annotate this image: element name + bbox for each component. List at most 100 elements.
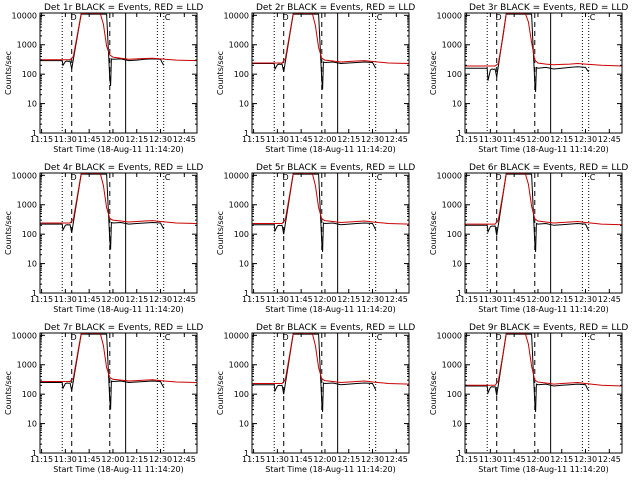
x-tick-label: 11:45 xyxy=(503,295,526,304)
panel-4: 11:15 11:30 11:45 12:00 12:15 12:30 12:45 1 10 10… xyxy=(4,163,203,314)
x-tick-label: 11:15 xyxy=(455,455,478,464)
x-tick-label: 11:45 xyxy=(78,455,101,464)
panel-2: 11:15 11:30 11:45 12:00 12:15 12:30 12:45 1 10 10… xyxy=(216,3,415,154)
x-tick-label: 12:15 xyxy=(550,455,573,464)
y-tick-label: 1000 xyxy=(442,361,462,370)
series-lld-line xyxy=(40,333,198,383)
series-lld-line xyxy=(252,333,410,385)
series-lld-line xyxy=(465,13,623,67)
x-tick-label: 11:30 xyxy=(479,295,502,304)
annotation-label: C xyxy=(165,173,171,182)
x-tick-label: 11:30 xyxy=(54,295,77,304)
x-tick-label: 11:30 xyxy=(54,455,77,464)
y-tick-label: 100 xyxy=(234,230,249,239)
x-tick-label: 11:15 xyxy=(242,135,265,144)
x-tick-label: 11:30 xyxy=(54,135,77,144)
x-tick-label: 12:15 xyxy=(337,135,360,144)
y-tick-label: 10000 xyxy=(224,171,249,180)
panel-5: 11:15 11:30 11:45 12:00 12:15 12:30 12:45 1 10 10… xyxy=(216,163,415,314)
x-tick-label: 12:45 xyxy=(385,135,408,144)
series-events-line xyxy=(252,13,377,90)
annotation-label: D xyxy=(282,173,288,182)
x-axis-label: Start Time (18-Aug-11 11:14:20) xyxy=(478,145,609,154)
plot-frame xyxy=(251,172,410,294)
y-tick-label: 10000 xyxy=(437,171,462,180)
x-tick-label: 11:45 xyxy=(503,455,526,464)
x-axis-label: Start Time (18-Aug-11 11:14:20) xyxy=(478,305,609,314)
x-tick-label: 11:45 xyxy=(290,455,313,464)
x-tick-label: 11:45 xyxy=(78,295,101,304)
annotation-label: C xyxy=(165,13,171,22)
x-tick-label: 12:45 xyxy=(598,295,621,304)
x-tick-label: 12:30 xyxy=(149,455,172,464)
y-axis-label: Counts/sec xyxy=(216,51,225,95)
y-tick-label: 1 xyxy=(32,449,37,458)
y-tick-label: 1000 xyxy=(229,201,249,210)
series-lld-line xyxy=(465,173,623,226)
y-axis-label: Counts/sec xyxy=(4,211,13,255)
x-tick-label: 12:30 xyxy=(361,295,384,304)
plot-frame xyxy=(464,12,623,134)
x-tick-label: 11:45 xyxy=(503,135,526,144)
x-tick-label: 12:45 xyxy=(385,295,408,304)
y-tick-label: 10000 xyxy=(12,331,37,340)
y-tick-label: 100 xyxy=(22,70,37,79)
panel-title: Det 2r BLACK = Events, RED = LLD xyxy=(256,3,415,13)
panel-9: 11:15 11:30 11:45 12:00 12:15 12:30 12:45 1 10 10… xyxy=(429,323,628,474)
plot-frame xyxy=(464,172,623,294)
y-axis-label: Counts/sec xyxy=(429,211,438,255)
x-tick-label: 12:45 xyxy=(385,455,408,464)
panel-title: Det 4r BLACK = Events, RED = LLD xyxy=(44,163,203,173)
x-tick-label: 12:15 xyxy=(125,455,148,464)
x-axis-label: Start Time (18-Aug-11 11:14:20) xyxy=(265,145,396,154)
x-tick-label: 11:30 xyxy=(266,295,289,304)
x-tick-label: 12:15 xyxy=(550,295,573,304)
y-tick-label: 100 xyxy=(22,390,37,399)
x-tick-label: 11:15 xyxy=(455,295,478,304)
x-tick-label: 12:30 xyxy=(574,295,597,304)
x-tick-label: 12:00 xyxy=(526,135,549,144)
x-tick-label: 12:00 xyxy=(313,295,336,304)
x-tick-label: 11:30 xyxy=(479,135,502,144)
plot-frame xyxy=(39,12,198,134)
x-tick-label: 12:30 xyxy=(574,135,597,144)
x-tick-label: 11:15 xyxy=(242,455,265,464)
y-tick-label: 10 xyxy=(239,260,249,269)
annotation-label: C xyxy=(590,333,596,342)
y-tick-label: 100 xyxy=(447,70,462,79)
x-tick-label: 12:30 xyxy=(149,295,172,304)
y-tick-label: 100 xyxy=(234,70,249,79)
plot-frame xyxy=(464,332,623,454)
y-tick-label: 1000 xyxy=(229,41,249,50)
y-tick-label: 100 xyxy=(22,230,37,239)
x-tick-label: 12:45 xyxy=(173,295,196,304)
y-tick-label: 1000 xyxy=(442,41,462,50)
series-events-line xyxy=(465,333,590,412)
y-tick-label: 1 xyxy=(32,129,37,138)
annotation-label: D xyxy=(495,333,501,342)
x-tick-label: 12:30 xyxy=(361,135,384,144)
panel-1: 11:15 11:30 11:45 12:00 12:15 12:30 12:45 1 10 10… xyxy=(4,3,203,154)
panel-title: Det 7r BLACK = Events, RED = LLD xyxy=(44,323,203,333)
y-tick-label: 100 xyxy=(447,390,462,399)
x-tick-label: 12:00 xyxy=(101,135,124,144)
x-tick-label: 12:15 xyxy=(337,455,360,464)
series-events-line xyxy=(40,333,165,410)
y-tick-label: 1 xyxy=(457,449,462,458)
y-tick-label: 1 xyxy=(457,289,462,298)
annotation-label: C xyxy=(377,13,383,22)
panel-title: Det 3r BLACK = Events, RED = LLD xyxy=(469,3,628,13)
plot-frame xyxy=(251,332,410,454)
y-axis-label: Counts/sec xyxy=(429,51,438,95)
x-tick-label: 11:45 xyxy=(78,135,101,144)
panel-3: 11:15 11:30 11:45 12:00 12:15 12:30 12:45 1 10 10… xyxy=(429,3,628,154)
y-tick-label: 10 xyxy=(27,100,37,109)
x-tick-label: 12:30 xyxy=(149,135,172,144)
annotation-label: D xyxy=(70,173,76,182)
annotation-label: C xyxy=(165,333,171,342)
y-tick-label: 100 xyxy=(447,230,462,239)
series-events-line xyxy=(465,13,590,92)
panel-title: Det 5r BLACK = Events, RED = LLD xyxy=(256,163,415,173)
annotation-label: D xyxy=(495,173,501,182)
